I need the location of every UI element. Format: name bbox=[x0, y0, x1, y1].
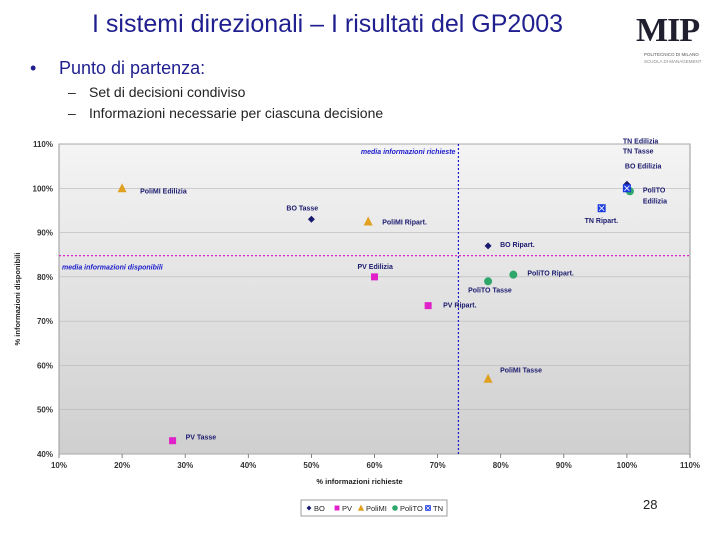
page-number: 28 bbox=[643, 497, 658, 512]
y-tick-label: 40% bbox=[37, 450, 53, 459]
y-tick-label: 100% bbox=[33, 184, 53, 193]
point-label: TN Edilizia bbox=[623, 138, 659, 145]
x-tick-label: 40% bbox=[240, 461, 256, 470]
marker-polito-ripart- bbox=[509, 270, 518, 279]
y-tick-label: 90% bbox=[37, 229, 53, 238]
sub-dash: – bbox=[68, 105, 76, 121]
x-tick-label: 50% bbox=[303, 461, 319, 470]
logo-line2: SCUOLA DI MANAGEMENT bbox=[644, 59, 702, 64]
x-tick-label: 80% bbox=[493, 461, 509, 470]
legend-label: PoliTO bbox=[400, 504, 423, 513]
marker-bo-ripart- bbox=[484, 242, 492, 250]
legend-marker-polimi bbox=[357, 504, 365, 511]
marker-polimi-tasse bbox=[483, 373, 493, 383]
legend-label: PoliMI bbox=[366, 504, 387, 513]
point-label: PoliTO Ripart. bbox=[527, 271, 574, 278]
x-tick-label: 90% bbox=[556, 461, 572, 470]
legend-label: BO bbox=[314, 504, 325, 513]
point-label: PV Edilizia bbox=[358, 264, 394, 271]
scatter-chart: 40% 50% 60% 70% 80% 90% 100% 110% 10% 20% 30% 40% 50… bbox=[13, 138, 700, 517]
point-label: BO Edilizia bbox=[625, 163, 662, 170]
sub-item-text: Set di decisioni condiviso bbox=[89, 84, 246, 100]
legend-marker-tn-cross bbox=[425, 505, 431, 511]
point-label: PoliTO Tasse bbox=[468, 287, 512, 294]
point-label: TN Tasse bbox=[623, 148, 654, 155]
point-label: PoliMI Ripart. bbox=[382, 220, 427, 227]
bullet-dot: • bbox=[30, 58, 37, 78]
mean-available-label: media informazioni disponibili bbox=[62, 265, 164, 272]
point-label: PV Tasse bbox=[186, 435, 217, 442]
marker-tn-ripart--cross bbox=[598, 205, 605, 211]
y-tick-label: 70% bbox=[37, 317, 53, 326]
x-tick-label: 60% bbox=[366, 461, 382, 470]
marker-pv-tasse bbox=[169, 437, 177, 445]
x-tick-label: 10% bbox=[51, 461, 67, 470]
y-tick-label: 50% bbox=[37, 406, 53, 415]
slide-title: I sistemi direzionali – I risultati del … bbox=[92, 10, 564, 38]
marker-bo-tasse bbox=[307, 215, 315, 223]
logo-line1: POLITECNICO DI MILANO bbox=[644, 52, 699, 57]
x-tick-label: 20% bbox=[114, 461, 130, 470]
point-label: BO Ripart. bbox=[500, 242, 535, 249]
x-axis-title: % informazioni richieste bbox=[316, 477, 402, 486]
sub-item-text: Informazioni necessarie per ciascuna dec… bbox=[89, 105, 384, 121]
marker-tn-edilizia-cross bbox=[624, 185, 630, 192]
marker-pv-ripart- bbox=[424, 302, 432, 310]
y-tick-label: 110% bbox=[33, 140, 53, 149]
marker-polimi-ripart- bbox=[363, 216, 373, 226]
point-label: PoliMI Edilizia bbox=[140, 188, 187, 195]
y-tick-label: 80% bbox=[37, 273, 53, 282]
logo-text: MIP bbox=[636, 12, 700, 49]
legend-marker-pv bbox=[334, 505, 340, 511]
marker-pv-edilizia bbox=[371, 273, 378, 281]
legend-box bbox=[300, 499, 448, 517]
bullet-text: Punto di partenza: bbox=[59, 58, 206, 78]
point-label: PV Ripart. bbox=[443, 303, 477, 310]
marker-polimi-edilizia bbox=[117, 183, 127, 193]
mean-required-label: media informazioni richieste bbox=[361, 149, 456, 156]
sub-dash: – bbox=[68, 84, 76, 100]
mip-logo: MIP POLITECNICO DI MILANO SCUOLA DI MANA… bbox=[636, 12, 720, 68]
point-label: TN Ripart. bbox=[585, 218, 619, 225]
point-label: PoliTO Edilizia bbox=[643, 187, 667, 205]
x-tick-label: 110% bbox=[680, 461, 700, 470]
marker-polito-tasse bbox=[484, 277, 493, 286]
y-axis-title: % informazioni disponibili bbox=[13, 253, 22, 346]
legend-label: TN bbox=[433, 504, 443, 513]
point-label: BO Tasse bbox=[286, 205, 318, 212]
x-tick-label: 100% bbox=[617, 461, 637, 470]
plot-area bbox=[58, 143, 691, 455]
legend-marker-bo bbox=[306, 505, 312, 511]
x-tick-label: 70% bbox=[430, 461, 446, 470]
x-tick-label: 30% bbox=[177, 461, 193, 470]
y-tick-label: 60% bbox=[37, 361, 53, 370]
point-label: PoliMI Tasse bbox=[500, 368, 542, 375]
legend-label: PV bbox=[342, 504, 352, 513]
legend-marker-polito bbox=[392, 505, 398, 511]
